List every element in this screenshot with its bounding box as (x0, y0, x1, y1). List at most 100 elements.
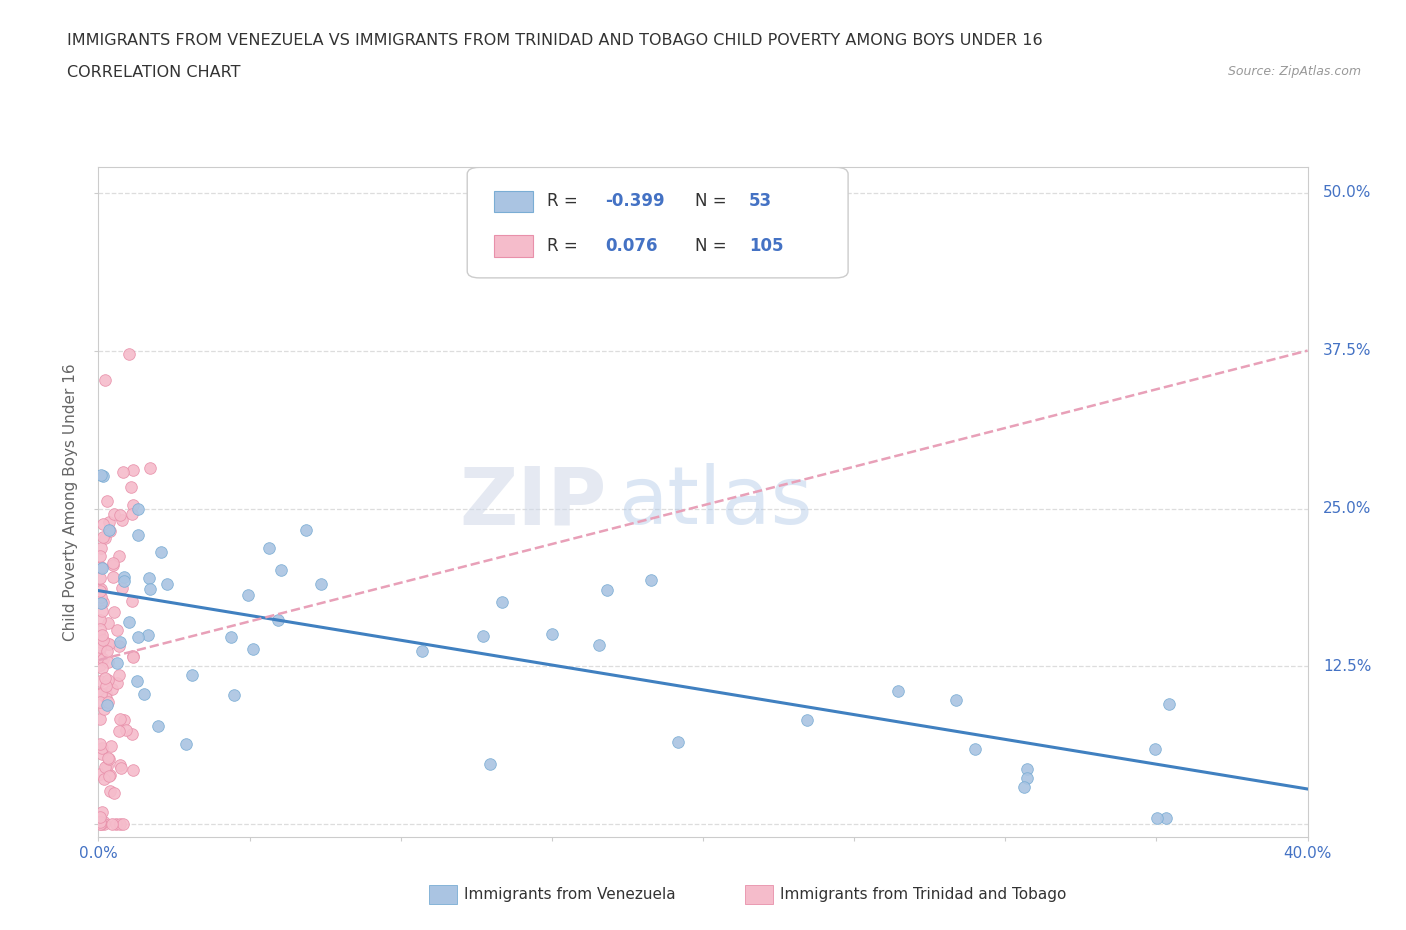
Point (96, 679, 118, 694)
Point (89, 695, 111, 710)
Point (98, 515, 121, 530)
Point (98, 637, 121, 652)
Point (90, 595, 112, 610)
Point (236, 588, 259, 603)
Point (90, 560, 112, 575)
Point (90, 746, 112, 761)
Point (104, 817, 127, 831)
Point (97, 616, 120, 631)
Point (91, 469, 114, 484)
Point (108, 817, 131, 831)
Point (96, 695, 118, 710)
Text: 53: 53 (749, 193, 772, 210)
Point (89, 711, 111, 726)
Point (1146, 811, 1168, 826)
Point (114, 723, 136, 737)
Point (121, 649, 143, 664)
Text: 105: 105 (749, 237, 783, 255)
Point (91, 661, 114, 676)
Point (640, 573, 662, 588)
Point (267, 613, 290, 628)
Point (107, 549, 129, 564)
Bar (494, 191, 533, 212)
Point (89, 658, 111, 672)
Point (90, 686, 112, 701)
Point (136, 628, 159, 643)
Text: R =: R = (547, 237, 583, 255)
Point (219, 630, 242, 644)
Point (89, 621, 111, 636)
Point (108, 668, 131, 683)
Point (107, 724, 129, 739)
Point (89, 629, 111, 644)
Point (156, 577, 179, 591)
Point (118, 347, 141, 362)
Point (97, 751, 120, 765)
Point (138, 571, 160, 586)
Point (91, 740, 114, 755)
Point (98, 524, 121, 538)
Point (112, 817, 135, 831)
Point (121, 726, 143, 741)
Point (121, 763, 143, 777)
Point (89, 570, 111, 585)
Point (112, 569, 135, 584)
Point (89, 815, 111, 830)
Point (90, 817, 112, 831)
Point (100, 817, 122, 831)
Point (118, 615, 141, 630)
Point (666, 734, 689, 749)
Point (122, 649, 145, 664)
Point (105, 656, 128, 671)
Point (588, 638, 610, 653)
Text: Immigrants from Trinidad and Tobago: Immigrants from Trinidad and Tobago (780, 887, 1067, 902)
Point (1144, 741, 1167, 756)
Point (122, 498, 145, 512)
Point (105, 675, 128, 690)
Text: N =: N = (695, 193, 731, 210)
Point (270, 563, 292, 578)
Text: atlas: atlas (619, 463, 813, 541)
Point (89, 649, 111, 664)
Point (96, 644, 118, 658)
Point (94, 759, 117, 774)
Text: -0.399: -0.399 (605, 193, 665, 210)
Text: Immigrants from Venezuela: Immigrants from Venezuela (464, 887, 676, 902)
Point (149, 545, 172, 560)
FancyBboxPatch shape (467, 167, 848, 278)
Point (222, 688, 245, 703)
Point (108, 639, 131, 654)
Point (91, 632, 114, 647)
Point (121, 593, 143, 608)
Point (112, 465, 135, 480)
Point (98, 767, 121, 782)
Point (91, 594, 114, 609)
Text: 37.5%: 37.5% (1323, 343, 1372, 358)
Point (479, 757, 502, 772)
Point (963, 741, 986, 756)
Point (93, 817, 115, 831)
Point (90, 582, 112, 597)
Point (93, 814, 115, 829)
Bar (494, 235, 533, 257)
Point (96, 493, 118, 508)
Point (1017, 771, 1039, 786)
Point (1014, 779, 1036, 794)
Point (411, 644, 433, 658)
Point (174, 737, 197, 751)
Text: Source: ZipAtlas.com: Source: ZipAtlas.com (1227, 65, 1361, 78)
Point (101, 555, 124, 570)
Point (134, 686, 156, 701)
Point (127, 629, 149, 644)
Point (90, 468, 112, 483)
Point (491, 594, 513, 609)
Point (887, 684, 910, 698)
Point (90, 685, 112, 700)
Point (97, 523, 120, 538)
Point (91, 651, 114, 666)
Point (97, 637, 120, 652)
Point (91, 560, 114, 575)
Point (90, 590, 112, 604)
Point (148, 719, 170, 734)
Point (89, 640, 111, 655)
